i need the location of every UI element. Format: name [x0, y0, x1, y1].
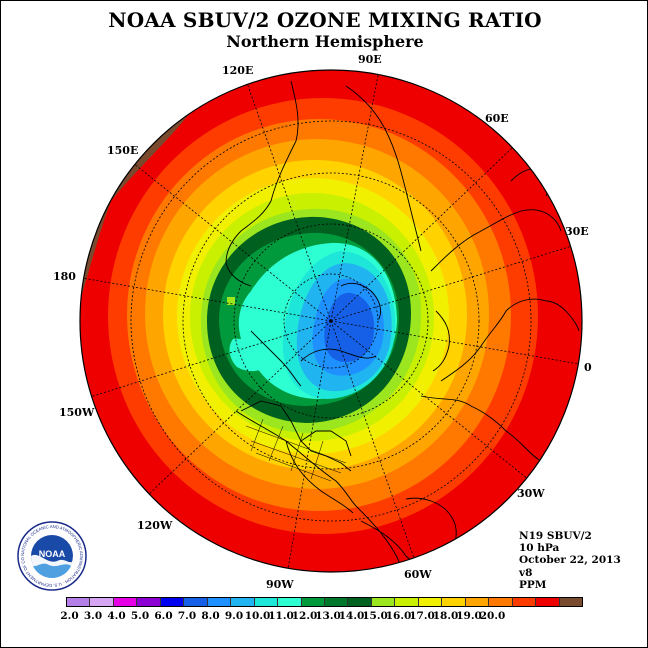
satellite-label: N19 SBUV/2	[519, 530, 592, 542]
colorbar-swatch	[184, 598, 208, 606]
longitude-label: 120W	[137, 519, 173, 532]
band-5	[324, 292, 375, 363]
colorbar-swatch	[160, 598, 185, 606]
longitude-label: 180	[53, 270, 76, 283]
colorbar-tick-label: 20.0	[479, 610, 506, 622]
date-label: October 22, 2013	[519, 554, 621, 567]
colorbar-tick-label: 19.0	[456, 610, 482, 622]
longitude-label: 60W	[404, 568, 432, 581]
colorbar-swatch	[324, 598, 349, 606]
colorbar-tick-label: 16.0	[385, 610, 412, 622]
colorbar-swatch	[371, 598, 396, 606]
info-block: N19 SBUV/2 10 hPa October 22, 2013 v8 PP…	[519, 530, 621, 591]
colorbar-swatch	[278, 598, 302, 606]
aleutian-low-patch	[229, 338, 269, 372]
colorbar-swatch	[67, 598, 91, 606]
colorbar-swatch	[90, 598, 114, 606]
colorbar-ticks: 2.0 3.0 4.0 5.0 6.0 7.0 8.0 9.0 10.0 11.0 12.0 13.0…	[1, 610, 647, 624]
colorbar-tick-label: 4.0	[107, 610, 126, 622]
colorbar-swatch	[395, 598, 419, 606]
colorbar-swatch	[465, 598, 490, 606]
colorbar-swatch	[254, 598, 279, 606]
coastlines	[225, 80, 580, 567]
colorbar-tick-label: 15.0	[362, 610, 388, 622]
noaa-logo: NOAA NATIONAL OCEANIC AND ATMOSPHERIC AD…	[17, 521, 87, 591]
colorbar-tick-label: 6.0	[154, 610, 173, 622]
longitude-label: 0	[584, 361, 592, 374]
colorbar-swatch	[207, 598, 232, 606]
colorbar-tick-label: 2.0	[60, 610, 79, 622]
colorbar-swatch	[559, 598, 582, 606]
longitude-label: 150E	[107, 144, 139, 157]
colorbar-swatch	[512, 598, 537, 606]
longitude-label: 120E	[222, 64, 254, 77]
colorbar-tick-label: 18.0	[432, 610, 459, 622]
graticule	[81, 70, 580, 570]
colorbar-swatch	[137, 598, 161, 606]
us-states	[245, 418, 347, 482]
longitude-label: 150W	[59, 406, 95, 419]
colorbar-tick-label: 13.0	[315, 610, 341, 622]
colorbar-tick-label: 5.0	[130, 610, 150, 622]
colorbar-swatch	[489, 598, 513, 606]
small-patch	[227, 297, 235, 305]
colorbar-tick-label: 3.0	[83, 610, 103, 622]
longitude-label: 30W	[517, 487, 545, 500]
colorbar-tick-label: 7.0	[177, 610, 197, 622]
colorbar-swatch	[301, 598, 325, 606]
colorbar-tick-label: 12.0	[291, 610, 318, 622]
logo-text: NOAA	[39, 549, 66, 559]
colorbar-swatch	[348, 598, 372, 606]
colorbar-swatch	[231, 598, 255, 606]
version-label: v8	[519, 566, 533, 579]
colorbar-tick-label: 8.0	[201, 610, 220, 622]
colorbar-tick-label: 14.0	[338, 610, 365, 622]
units-label: PPM	[519, 578, 547, 591]
longitude-label: 90E	[358, 53, 382, 66]
longitude-label: 60E	[485, 112, 509, 125]
figure-title: NOAA SBUV/2 OZONE MIXING RATIO	[108, 8, 542, 32]
colorbar-tick-label: 11.0	[268, 610, 294, 622]
colorbar-tick-label: 17.0	[409, 610, 435, 622]
colorbar-swatch	[418, 598, 443, 606]
colorbar-swatch	[536, 598, 560, 606]
colorbar-tick-label: 9.0	[224, 610, 244, 622]
colorbar-tick-label: 10.0	[244, 610, 271, 622]
longitude-label: 90W	[266, 578, 294, 591]
colorbar-swatch	[113, 598, 138, 606]
figure-subtitle: Northern Hemisphere	[226, 32, 424, 51]
colorbar	[66, 597, 583, 607]
ozone-field	[80, 70, 582, 572]
pressure-label: 10 hPa	[519, 542, 560, 555]
map-border	[79, 69, 583, 573]
colorbar-swatch	[442, 598, 466, 606]
longitude-label: 30E	[565, 225, 589, 238]
